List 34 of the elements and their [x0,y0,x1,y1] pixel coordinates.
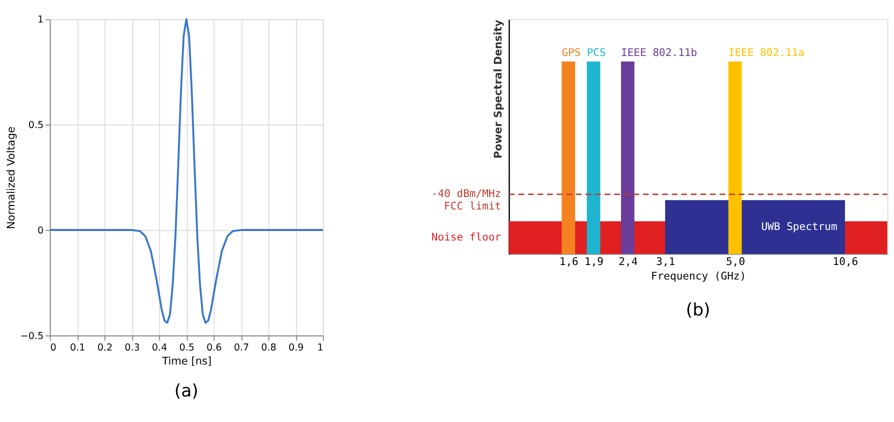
x-tick-label: 0.9 [288,342,304,354]
x-tick-label: 0.6 [206,342,222,354]
x-tick-label: 0.8 [261,342,276,354]
y-axis-title: Normalized Voltage [6,126,18,230]
x-tick-label: 3,1 [656,256,676,268]
y-tick-label: 0 [37,225,44,236]
x-tick-label: 1 [317,342,324,354]
x-tick-label: 1,6 [559,256,578,268]
x-axis-title: Time [ns] [161,356,212,368]
x-tick-label: 2,4 [618,256,638,268]
x-tick-label: 0.3 [124,342,140,354]
series-label: PCS [586,46,606,59]
text: (b) [686,300,710,320]
x-tick-label: 0.2 [97,342,113,354]
y-tick-label: −0.5 [20,330,44,342]
x-tick-label: 1,9 [584,256,604,268]
x-axis-title: Frequency (GHz) [650,270,746,282]
series-label: IEEE 802.11a [728,46,804,59]
y-tick-label: 1 [37,14,44,26]
y-axis-title: Power Spectral Density [492,20,505,159]
band-label: Noise floor [431,231,502,244]
series-label: UWB Spectrum [761,220,838,233]
x-tick-label: 10,6 [832,256,858,268]
x-tick-label: 0 [50,342,56,354]
x-tick-label: 0.7 [234,342,250,354]
series-label: GPS [562,46,581,59]
text: (a) [174,382,198,402]
x-tick-label: 0.4 [152,342,168,354]
y-tick-label: 0.5 [28,120,44,131]
series-label: IEEE 802.11b [621,46,698,59]
x-tick-label: 0.5 [179,342,194,354]
ref-line-label: -40 dBm/MHz FCC limit [431,188,502,213]
x-tick-label: 5,0 [726,256,746,268]
x-tick-label: 0.1 [70,342,86,354]
